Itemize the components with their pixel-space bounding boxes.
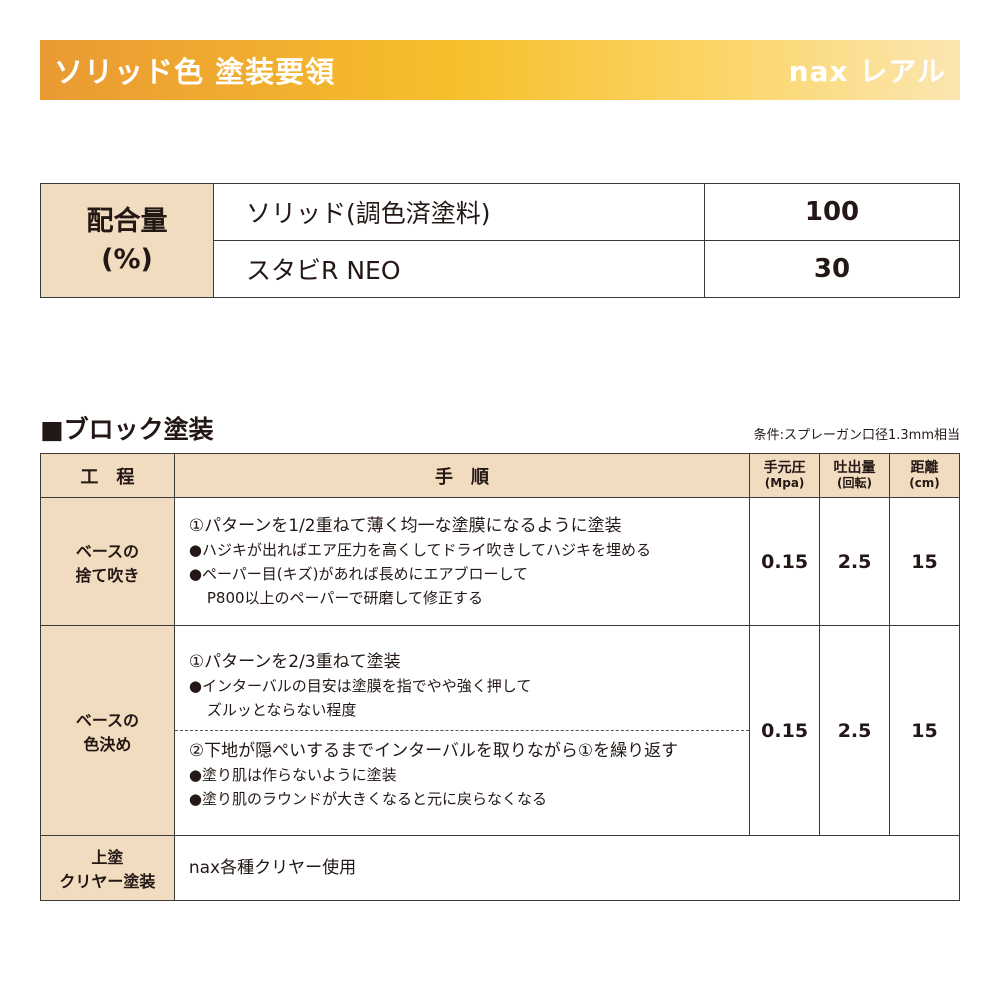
page-title: ソリッド色 塗装要領 [54,55,336,89]
header-procedure: 手 順 [173,453,751,498]
table-row: 配合量 (%) ソリッド(調色済塗料) 100 [40,183,960,298]
table-row: 上塗 クリヤー塗装 nax各種クリヤー使用 [40,835,961,901]
mix-name: スタビR NEO [213,240,705,298]
step-main: ①パターンを2/3重ねて塗装 [188,652,401,672]
header-output: 吐出量 (回転) [819,453,891,498]
process-cell: 上塗 クリヤー塗装 [40,835,175,901]
output-value: 2.5 [819,625,891,836]
step-bullet: P800以上のペーパーで研磨して修正する [206,588,484,607]
procedure-cell: ①パターンを1/2重ねて薄く均一な塗膜になるように塗装 ●ハジキが出ればエア圧力… [173,497,751,626]
step-bullet: ●塗り肌のラウンドが大きくなると元に戻らなくなる [188,790,547,808]
brand-logo: nax レアル [788,55,946,88]
header-process: 工 程 [40,453,175,498]
procedure-table: 工 程 手 順 手元圧 (Mpa) 吐出量 (回転) 距離 (cm) ベースの 捨て吹き… [40,453,961,901]
mix-label-text: 配合量 [86,205,168,237]
dashed-divider [174,730,750,731]
header-row: 工 程 手 順 手元圧 (Mpa) 吐出量 (回転) 距離 (cm) [40,453,960,498]
mix-ratio-table: 配合量 (%) ソリッド(調色済塗料) 100 スタビR NEO 30 [40,183,960,298]
step-bullet: ●塗り肌は作らないように塗装 [188,766,397,784]
table-row: ベースの 色決め ①パターンを2/3重ねて塗装 ●インターバルの目安は塗膜を指でや… [40,625,960,836]
step-main: ②下地が隠ぺいするまでインターバルを取りながら①を繰り返す [188,741,679,761]
step-bullet: ●ハジキが出ればエア圧力を高くしてドライ吹きしてハジキを埋める [188,540,652,559]
condition-note: 条件:スプレーガン口径1.3mm相当 [753,428,960,443]
step-main: nax各種クリヤー使用 [188,858,357,878]
distance-value: 15 [889,625,960,836]
step-bullet: ズルッとならない程度 [206,701,357,719]
output-value: 2.5 [819,497,891,626]
mix-label: 配合量 (%) [40,183,214,298]
process-cell: ベースの 捨て吹き [40,497,175,626]
mix-name: ソリッド(調色済塗料) [213,183,705,241]
header-pressure: 手元圧 (Mpa) [749,453,821,498]
procedure-cell: ①パターンを2/3重ねて塗装 ●インターバルの目安は塗膜を指でやや強く押して ズ… [173,625,751,836]
procedure-cell: nax各種クリヤー使用 [173,835,961,901]
process-cell: ベースの 色決め [40,625,175,836]
distance-value: 15 [889,497,960,626]
header-distance: 距離 (cm) [889,453,960,498]
step-bullet: ●ペーパー目(キズ)があれば長めにエアブローして [188,564,529,583]
section-title: ■ブロック塗装 [40,415,214,444]
table-row: スタビR NEO 30 [41,240,960,298]
step-bullet: ●インターバルの目安は塗膜を指でやや強く押して [188,677,532,695]
mix-value: 100 [704,183,960,241]
table-row: ベースの 捨て吹き ①パターンを1/2重ねて薄く均一な塗膜になるように塗装 ●ハジ… [40,497,960,626]
pressure-value: 0.15 [749,625,821,836]
step-main: ①パターンを1/2重ねて薄く均一な塗膜になるように塗装 [188,515,622,536]
mix-label-unit: (%) [101,243,153,275]
pressure-value: 0.15 [749,497,821,626]
mix-value: 30 [704,240,960,298]
title-banner: ソリッド色 塗装要領 nax レアル [40,40,960,100]
